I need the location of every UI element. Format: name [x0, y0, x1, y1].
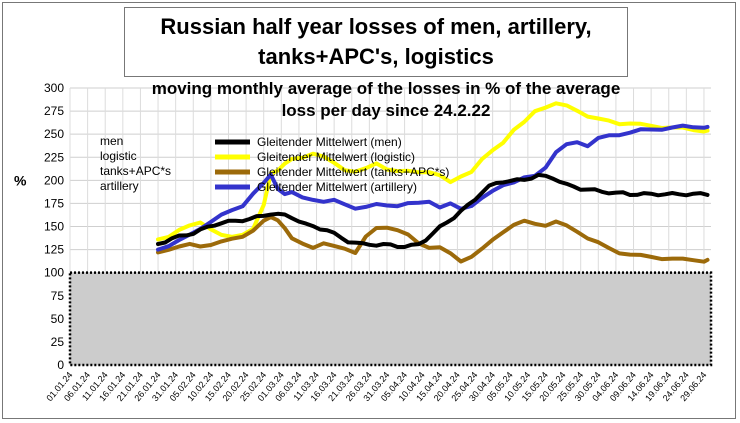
y-tick-label: 75	[51, 289, 65, 303]
legend-left-label: tanks+APC*s	[100, 164, 171, 178]
y-tick-label: 300	[44, 81, 64, 95]
y-tick-label: 275	[44, 104, 64, 118]
legend-label: Gleitender Mittelwert (tanks+APC*s)	[257, 165, 449, 179]
legend-label: Gleitender Mittelwert (men)	[257, 135, 402, 149]
y-tick-label: 0	[57, 358, 64, 372]
y-tick-label: 200	[44, 173, 64, 187]
x-tick-labels: 01.01.2406.01.2411.01.2416.01.2421.01.24…	[44, 370, 708, 403]
chart-subtitle-line-1: moving monthly average of the losses in …	[151, 79, 621, 98]
chart-frame	[2, 2, 736, 419]
chart-title-line-2: tanks+APC's, logistics	[258, 44, 494, 69]
reference-band	[68, 271, 713, 367]
series-line-3	[156, 123, 710, 252]
y-tick-label: 150	[44, 220, 64, 234]
y-tick-label: 100	[44, 266, 64, 280]
y-tick-label: 175	[44, 196, 64, 210]
chart-subtitle: moving monthly average of the losses in …	[66, 78, 706, 122]
y-axis-label: %	[14, 172, 27, 188]
y-tick-label: 50	[51, 312, 65, 326]
chart-title-line-1: Russian half year losses of men, artille…	[160, 14, 592, 39]
legend: Gleitender Mittelwert (men)Gleitender Mi…	[215, 135, 449, 194]
y-tick-label: 125	[44, 243, 64, 257]
y-tick-label: 225	[44, 150, 64, 164]
series-line-2	[156, 215, 710, 264]
y-tick-label: 250	[44, 127, 64, 141]
chart-subtitle-line-2: loss per day since 24.2.22	[281, 101, 491, 120]
series-line-0	[156, 172, 710, 249]
series-layer	[156, 101, 710, 264]
y-tick-labels: 0 25 50 75 100 125 150 175 200 225 250 275 300	[44, 81, 64, 372]
legend-label: Gleitender Mittelwert (artillery)	[257, 180, 417, 194]
chart-title: Russian half year losses of men, artille…	[124, 7, 628, 77]
legend-left-label: logistic	[100, 149, 137, 163]
legend-left-label: artillery	[100, 179, 139, 193]
legend-left-label: men	[100, 134, 123, 148]
y-tick-label: 25	[51, 335, 65, 349]
legend-label: Gleitender Mittelwert (logistic)	[257, 150, 415, 164]
